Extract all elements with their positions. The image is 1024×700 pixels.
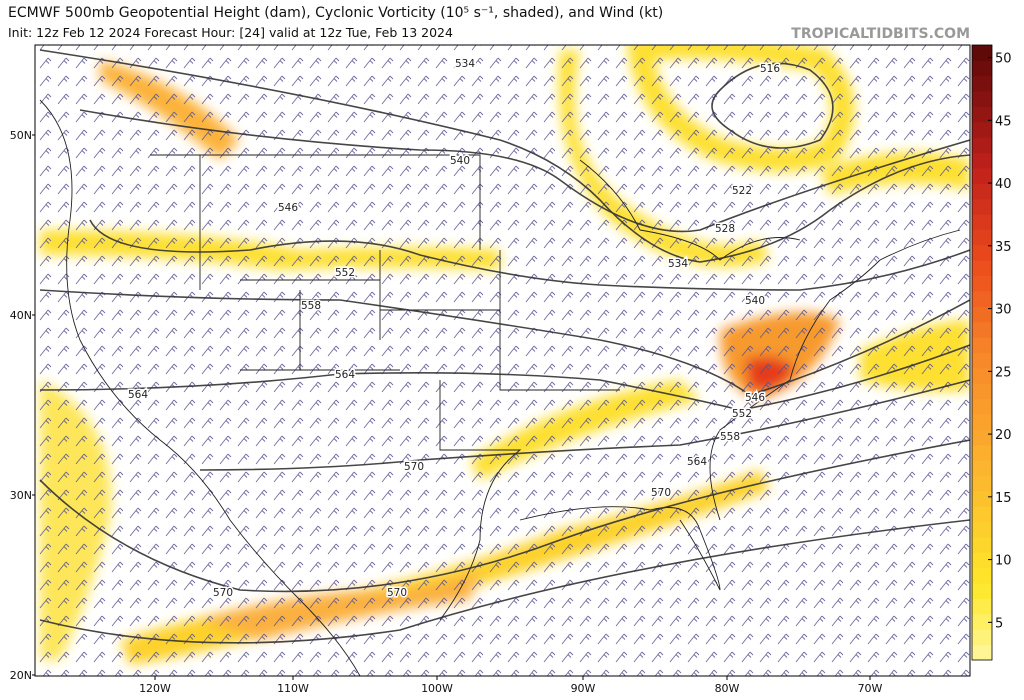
height-contours <box>39 49 970 644</box>
contour-label: 564 <box>687 456 707 468</box>
credit: TROPICALTIDBITS.COM <box>791 26 970 42</box>
contour-label: 516 <box>760 63 780 75</box>
colorbar-band <box>972 367 992 384</box>
contour-label: 570 <box>651 487 671 499</box>
colorbar-tick-label: 50 <box>995 52 1012 67</box>
colorbar-tick-label: 45 <box>995 114 1012 129</box>
colorbar-band <box>972 429 992 446</box>
geography <box>39 99 961 676</box>
colorbar-band <box>972 337 992 353</box>
colorbar-band <box>972 260 992 277</box>
lon-label: 80W <box>715 682 740 695</box>
colorbar-band <box>972 152 992 169</box>
colorbar-band <box>972 398 992 415</box>
contour-label: 546 <box>745 392 765 404</box>
colorbar-band <box>972 506 992 523</box>
contour-label: 528 <box>715 223 735 235</box>
colorbar-band <box>972 183 992 200</box>
colorbar-tick-label: 40 <box>995 177 1012 192</box>
colorbar-band <box>972 552 992 569</box>
contour-label: 534 <box>455 58 475 70</box>
title: ECMWF 500mb Geopotential Height (dam), C… <box>8 5 663 21</box>
colorbar-tick-label: 5 <box>995 616 1003 631</box>
colorbar-band <box>972 629 992 646</box>
lon-label: 120W <box>139 682 171 695</box>
lat-label: 20N <box>10 669 32 682</box>
wind-barbs <box>35 45 970 676</box>
colorbar-band <box>972 45 992 61</box>
lat-label: 40N <box>10 309 32 322</box>
lon-label: 100W <box>421 682 453 695</box>
colorbar-band <box>972 444 992 461</box>
colorbar-band <box>972 414 992 430</box>
contour-label: 570 <box>213 587 233 599</box>
colorbar-band <box>972 137 992 154</box>
colorbar-band <box>972 567 992 584</box>
colorbar-band <box>972 521 992 538</box>
colorbar-band <box>972 490 992 507</box>
contour-label: 540 <box>450 155 470 167</box>
contour-label: 564 <box>335 369 355 381</box>
colorbar-band <box>972 583 992 599</box>
lon-label: 110W <box>277 682 309 695</box>
contour-labels: 534 516 540 522 546 528 534 552 540 558 564 564 546 5… <box>126 57 781 601</box>
colorbar-band <box>972 383 992 400</box>
map-area: 534 516 540 522 546 528 534 552 540 558 564 564 546 5… <box>35 45 970 676</box>
colorbar-tick-label: 20 <box>995 428 1012 443</box>
colorbar-band <box>972 460 992 476</box>
lat-label: 50N <box>10 129 32 142</box>
colorbar-tick-label: 35 <box>995 240 1012 255</box>
colorbar-band <box>972 198 992 215</box>
contour-label: 570 <box>387 587 407 599</box>
colorbar-band <box>972 475 992 492</box>
colorbar-band <box>972 91 992 107</box>
colorbar-band <box>972 644 992 661</box>
colorbar-band <box>972 121 992 138</box>
colorbar: 5 10 15 20 25 30 35 40 45 50 <box>971 44 1012 661</box>
contour-label: 534 <box>668 258 688 270</box>
contour-label: 552 <box>335 267 355 279</box>
colorbar-frame <box>971 44 993 661</box>
colorbar-band <box>972 613 992 630</box>
colorbar-band <box>972 60 992 77</box>
lon-label: 90W <box>571 682 596 695</box>
contour-label: 522 <box>732 185 752 197</box>
map-frame <box>34 44 971 677</box>
contour-label: 564 <box>128 389 148 401</box>
colorbar-band <box>972 306 992 323</box>
colorbar-band <box>972 352 992 369</box>
contour-label: 558 <box>720 431 740 443</box>
colorbar-band <box>972 244 992 261</box>
colorbar-band <box>972 168 992 184</box>
colorbar-band <box>972 106 992 123</box>
colorbar-band <box>972 75 992 92</box>
colorbar-band <box>972 275 992 292</box>
colorbar-tick-label: 10 <box>995 554 1012 569</box>
colorbar-band <box>972 214 992 230</box>
colorbar-band <box>972 321 992 338</box>
contour-label: 552 <box>732 408 752 420</box>
contour-label: 570 <box>404 461 424 473</box>
colorbar-band <box>972 229 992 246</box>
contour-label: 546 <box>278 202 298 214</box>
colorbar-tick-label: 25 <box>995 365 1012 380</box>
colorbar-band <box>972 598 992 615</box>
colorbar-band <box>972 537 992 553</box>
axis-labels: 50N 40N 30N 20N 120W 110W 100W 90W 80W 70W <box>10 129 883 695</box>
lat-label: 30N <box>10 489 32 502</box>
colorbar-band <box>972 291 992 307</box>
colorbar-tick-label: 15 <box>995 491 1012 506</box>
contour-label: 540 <box>745 295 765 307</box>
subtitle: Init: 12z Feb 12 2024 Forecast Hour: [24… <box>8 25 453 40</box>
contour-label: 558 <box>301 300 321 312</box>
colorbar-tick-label: 30 <box>995 303 1012 318</box>
lon-label: 70W <box>858 682 883 695</box>
